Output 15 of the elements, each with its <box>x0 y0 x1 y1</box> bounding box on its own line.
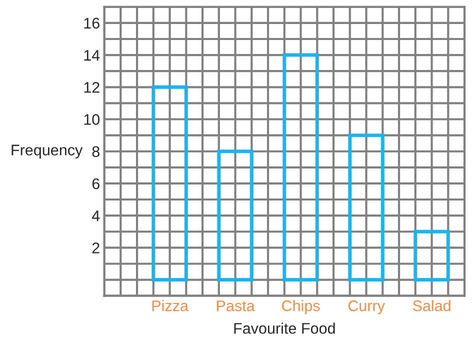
y-tick-label: 16 <box>84 18 100 29</box>
x-tick-label: Curry <box>348 300 385 314</box>
y-tick-label: 14 <box>84 50 100 61</box>
y-axis-title: Frequency <box>12 144 83 158</box>
y-tick-label: 12 <box>84 82 100 93</box>
y-tick-label: 2 <box>92 242 100 254</box>
y-tick-label: 10 <box>84 114 100 125</box>
y-tick-label: 8 <box>92 146 100 158</box>
x-tick-label: Salad <box>412 300 450 312</box>
x-tick-label: Chips <box>282 300 320 314</box>
x-tick-label: Pizza <box>152 300 188 312</box>
x-tick-label: Pasta <box>216 300 255 312</box>
y-tick-label: 4 <box>92 210 100 222</box>
x-axis-title: Favourite Food <box>234 322 335 334</box>
y-tick-label: 6 <box>92 178 100 190</box>
